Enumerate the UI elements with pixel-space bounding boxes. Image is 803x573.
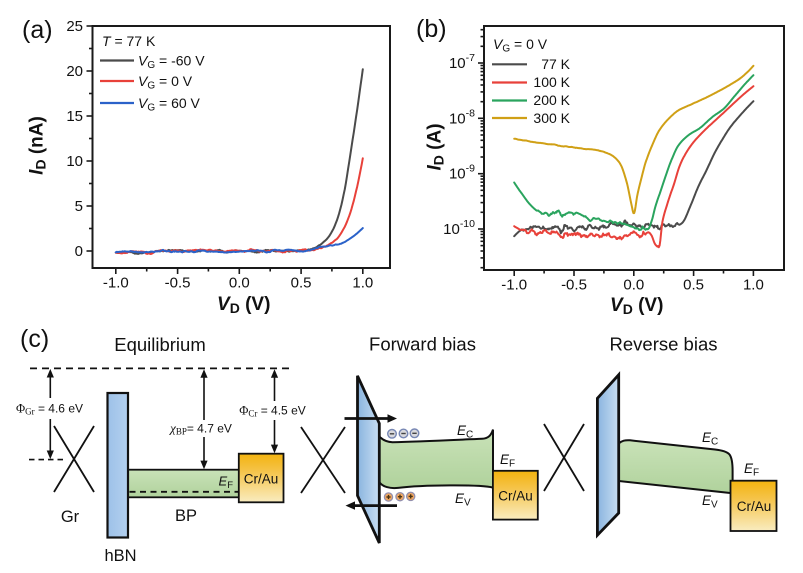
svg-text:(c): (c) (20, 325, 49, 353)
svg-text:0.0: 0.0 (623, 277, 644, 294)
svg-text:T = 77 K: T = 77 K (102, 33, 156, 49)
svg-text:EC: EC (457, 423, 473, 441)
svg-text:VG = -60 V: VG = -60 V (138, 53, 205, 72)
svg-text:Forward bias: Forward bias (369, 334, 476, 355)
svg-text:15: 15 (66, 108, 83, 125)
svg-text:VG = 0 V: VG = 0 V (493, 36, 548, 55)
svg-text:20: 20 (66, 63, 83, 80)
svg-text:25: 25 (66, 18, 83, 35)
svg-text:Cr/Au: Cr/Au (244, 472, 279, 487)
svg-text:1.0: 1.0 (352, 275, 373, 292)
svg-text:(a): (a) (22, 16, 53, 44)
svg-text:0: 0 (75, 243, 83, 260)
svg-text:-1.0: -1.0 (103, 275, 129, 292)
svg-text:EV: EV (455, 491, 471, 509)
svg-text:0.5: 0.5 (291, 275, 312, 292)
svg-text:-1.0: -1.0 (501, 277, 527, 294)
svg-text:Cr/Au: Cr/Au (498, 489, 533, 504)
svg-text:-0.5: -0.5 (165, 275, 191, 292)
svg-text:Reverse bias: Reverse bias (610, 334, 718, 355)
svg-text:hBN: hBN (104, 547, 136, 565)
svg-text:ΦGr = 4.6 eV: ΦGr = 4.6 eV (16, 402, 83, 417)
svg-text:EF: EF (500, 452, 515, 470)
svg-text:VG = 0 V: VG = 0 V (138, 73, 193, 92)
svg-text:EV: EV (702, 493, 718, 511)
svg-text:EF: EF (219, 474, 234, 492)
svg-text:200 K: 200 K (533, 92, 570, 108)
svg-text:EF: EF (744, 461, 759, 479)
svg-text:100 K: 100 K (533, 74, 570, 90)
svg-text:VG = 60 V: VG = 60 V (138, 95, 201, 114)
svg-text:VD (V): VD (V) (217, 294, 270, 316)
svg-text:BP: BP (175, 507, 197, 525)
svg-text:10: 10 (66, 153, 83, 170)
svg-text:5: 5 (75, 198, 83, 215)
svg-text:300 K: 300 K (533, 110, 570, 126)
svg-text:0.0: 0.0 (229, 275, 250, 292)
svg-text:ID (A): ID (A) (425, 123, 447, 170)
svg-text:Cr/Au: Cr/Au (737, 499, 772, 514)
svg-text:VD (V): VD (V) (610, 295, 663, 317)
svg-text:77 K: 77 K (541, 56, 570, 72)
svg-text:-0.5: -0.5 (561, 277, 587, 294)
svg-text:χBP= 4.7 eV: χBP= 4.7 eV (168, 421, 232, 437)
svg-text:EC: EC (702, 430, 718, 448)
svg-text:0.5: 0.5 (683, 277, 704, 294)
svg-text:ID (nA): ID (nA) (27, 116, 49, 175)
svg-text:ΦCr = 4.5 eV: ΦCr = 4.5 eV (239, 404, 306, 419)
svg-text:1.0: 1.0 (743, 277, 764, 294)
svg-text:Equilibrium: Equilibrium (114, 334, 206, 355)
svg-text:Gr: Gr (61, 508, 80, 526)
svg-text:(b): (b) (416, 15, 447, 43)
